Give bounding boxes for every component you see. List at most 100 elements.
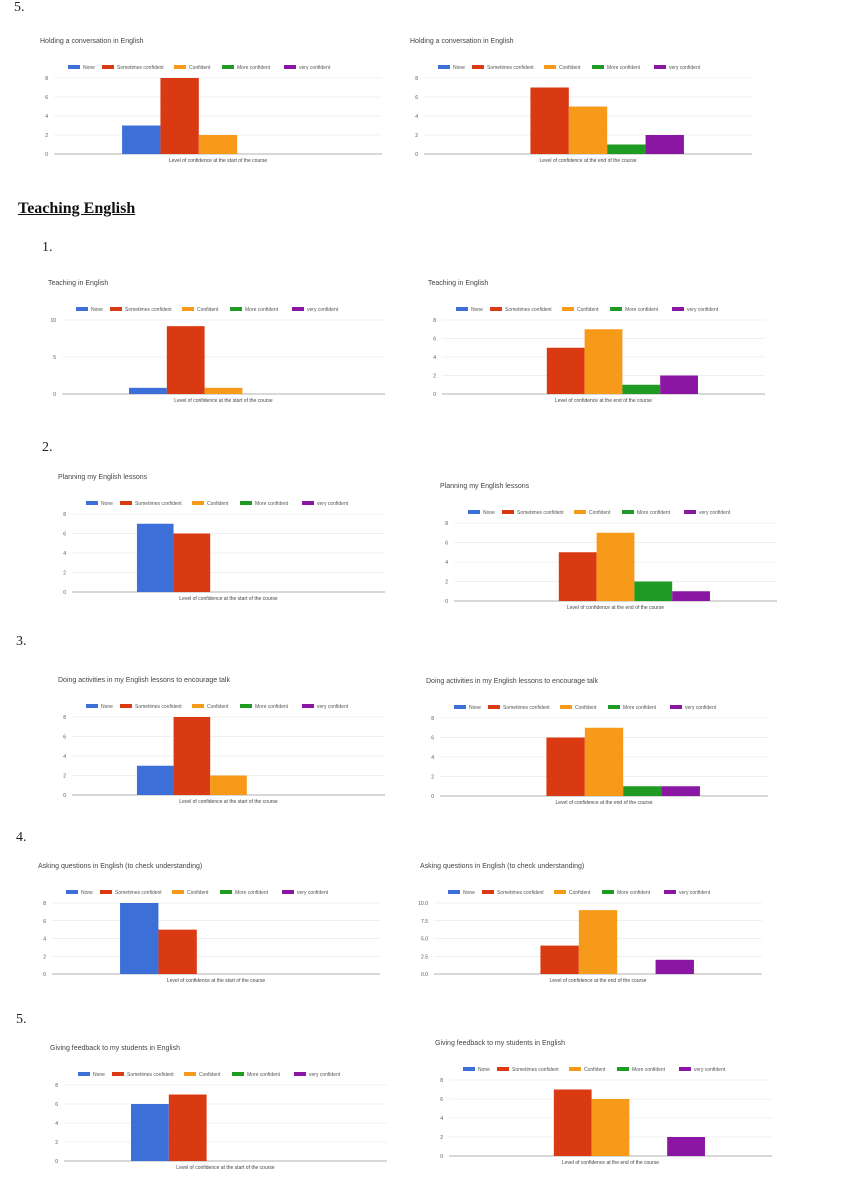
chart-svg: None Sometimes confident Confident More con…: [418, 890, 762, 984]
question-number: 5.: [16, 1012, 27, 1027]
bar: [672, 591, 710, 601]
bar: [166, 326, 205, 394]
y-tick-label: 2: [55, 1140, 58, 1146]
y-tick-label: 8: [45, 76, 48, 82]
y-tick-label: 2: [440, 1135, 443, 1141]
y-tick-label: 8: [63, 512, 66, 518]
chart-title: Holding a conversation in English: [410, 38, 514, 45]
y-tick-label: 2: [433, 374, 436, 380]
legend-swatch: [488, 705, 500, 709]
y-tick-label: 4: [440, 1116, 443, 1122]
legend-swatch: [608, 705, 620, 709]
legend-label: Sometimes confident: [503, 705, 550, 711]
legend-swatch: [664, 890, 676, 894]
y-tick-label: 6: [415, 95, 418, 101]
legend-swatch: [456, 307, 468, 311]
y-tick-label: 0: [55, 1159, 58, 1165]
y-tick-label: 4: [63, 754, 66, 760]
legend-swatch: [102, 65, 114, 69]
legend-swatch: [454, 705, 466, 709]
y-tick-label: 2: [431, 775, 434, 781]
y-tick-label: 8: [445, 521, 448, 527]
y-tick-label: 6: [55, 1102, 58, 1108]
bar: [546, 347, 585, 394]
x-axis-label: Level of confidence at the end of the co…: [555, 398, 652, 404]
chart-svg: None Sometimes confident Confident More con…: [415, 65, 752, 164]
legend-label: Confident: [189, 65, 211, 71]
chart-title: Planning my English lessons: [58, 474, 148, 481]
question-number: 2.: [42, 440, 53, 455]
bar: [173, 533, 211, 592]
legend-swatch: [240, 501, 252, 505]
x-axis-label: Level of confidence at the start of the …: [176, 1165, 275, 1171]
bar: [546, 737, 585, 796]
legend-label: very confident: [299, 65, 331, 71]
legend-label: Sometimes confident: [517, 510, 564, 516]
bar: [129, 387, 167, 394]
legend-label: Confident: [187, 890, 209, 896]
legend-swatch: [684, 510, 696, 514]
legend-label: Sometimes confident: [117, 65, 164, 71]
x-axis-label: Level of confidence at the start of the …: [167, 978, 266, 984]
bar: [655, 959, 694, 974]
legend-label: Confident: [197, 307, 219, 313]
legend-swatch: [468, 510, 480, 514]
legend-swatch: [232, 1072, 244, 1076]
legend-swatch: [66, 890, 78, 894]
legend-swatch: [569, 1067, 581, 1071]
legend-label: very confident: [679, 890, 711, 896]
y-tick-label: 0: [53, 392, 56, 398]
legend-label: More confident: [617, 890, 651, 896]
y-tick-label: 8: [433, 318, 436, 324]
y-tick-label: 8: [63, 715, 66, 721]
y-tick-label: 4: [63, 551, 66, 557]
y-tick-label: 4: [445, 560, 448, 566]
y-tick-label: 8: [55, 1083, 58, 1089]
legend-swatch: [592, 65, 604, 69]
legend-label: very confident: [309, 1072, 341, 1078]
legend-label: Confident: [584, 1067, 606, 1073]
legend-label: None: [483, 510, 495, 516]
bar: [553, 1089, 592, 1156]
y-tick-label: 4: [45, 114, 48, 120]
y-tick-label: 0: [440, 1154, 443, 1160]
y-tick-label: 2: [445, 580, 448, 586]
legend-label: Sometimes confident: [512, 1067, 559, 1073]
legend-label: More confident: [623, 705, 657, 711]
chart-title: Teaching in English: [48, 280, 109, 287]
question-number: 4.: [16, 830, 27, 845]
chart-teaching-end: Teaching in English None Sometimes confid…: [428, 280, 773, 408]
y-tick-label: 10.0: [418, 901, 428, 907]
chart-svg: None Sometimes confident Confident More con…: [445, 510, 777, 611]
legend-label: More confident: [235, 890, 269, 896]
legend-label: More confident: [255, 704, 289, 710]
bar: [160, 78, 199, 154]
legend-swatch: [463, 1067, 475, 1071]
x-axis-label: Level of confidence at the end of the co…: [567, 605, 664, 611]
legend-swatch: [230, 307, 242, 311]
chart-svg: None Sometimes confident Confident More con…: [50, 307, 385, 404]
bar: [584, 727, 624, 796]
legend-swatch: [294, 1072, 306, 1076]
bar: [661, 786, 700, 796]
bar: [584, 329, 623, 394]
legend-swatch: [192, 501, 204, 505]
y-tick-label: 8: [431, 716, 434, 722]
chart-svg: None Sometimes confident Confident More con…: [43, 890, 380, 984]
bar: [645, 135, 684, 154]
legend-label: Sometimes confident: [135, 501, 182, 507]
chart-svg: None Sometimes confident Confident More con…: [55, 1072, 387, 1171]
y-tick-label: 6: [431, 736, 434, 742]
y-tick-label: 8: [43, 901, 46, 907]
y-tick-label: 0: [431, 794, 434, 800]
x-axis-label: Level of confidence at the start of the …: [174, 398, 273, 404]
legend-swatch: [610, 307, 622, 311]
chart-holding-conversation-start: Holding a conversation in English None So…: [40, 38, 390, 168]
bar: [578, 910, 618, 974]
legend-label: None: [471, 307, 483, 313]
legend-label: None: [101, 501, 113, 507]
y-tick-label: 0: [43, 972, 46, 978]
legend-label: More confident: [255, 501, 289, 507]
legend-label: Sometimes confident: [125, 307, 172, 313]
legend-label: very confident: [699, 510, 731, 516]
